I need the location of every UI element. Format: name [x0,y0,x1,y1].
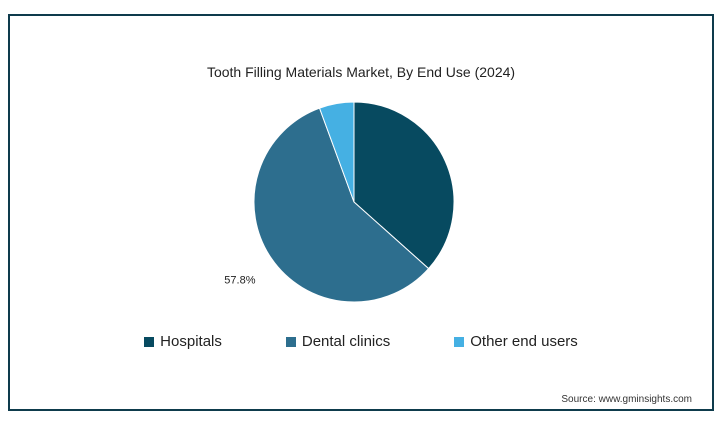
pie-slice-dental-clinics [253,107,430,303]
legend-item-hospitals: Hospitals [144,333,222,350]
legend-label: Other end users [470,333,578,350]
chart-title: Tooth Filling Materials Market, By End U… [206,64,516,80]
legend-swatch [285,336,296,347]
chart-frame: Tooth Filling Materials Market, By End U… [8,14,714,411]
source-note: Source: www.gminsights.com [561,394,692,405]
legend-item-dental-clinics: Dental clinics [285,333,391,350]
legend-swatch [144,336,155,347]
legend: Hospitals Dental clinics Other end users [10,333,712,350]
legend-item-other-end-users: Other end users [454,333,578,350]
legend-label: Hospitals [160,333,222,350]
legend-swatch [454,336,465,347]
pie-slice-hospitals [353,101,455,270]
data-label-dental-clinics: 57.8% [224,275,255,287]
pie-slice-other-end-users [318,101,355,203]
legend-label: Dental clinics [301,333,391,350]
pie-chart: 57.8% [224,101,455,303]
